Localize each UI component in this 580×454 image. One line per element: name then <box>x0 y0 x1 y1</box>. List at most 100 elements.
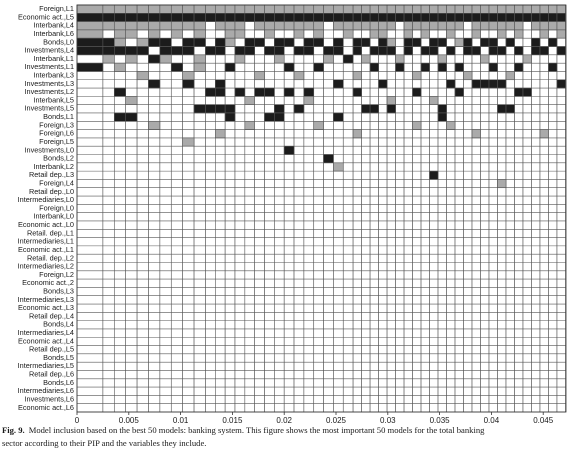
negative-cell <box>333 112 344 122</box>
positive-cell <box>505 21 515 31</box>
positive-cell <box>454 37 464 47</box>
positive-cell <box>403 21 413 31</box>
negative-cell <box>264 112 275 122</box>
x-tick-label: 0.045 <box>533 416 554 425</box>
positive-cell <box>113 21 126 31</box>
positive-cell <box>182 71 195 81</box>
positive-cell <box>514 4 524 14</box>
negative-cell <box>215 46 226 56</box>
negative-cell <box>148 54 161 64</box>
negative-cell <box>361 37 371 47</box>
negative-cell <box>293 46 305 56</box>
caption-label: Fig. 9. <box>2 425 25 435</box>
model-column <box>361 4 371 413</box>
x-tick-label: 0.03 <box>380 416 396 425</box>
negative-cell <box>244 13 255 22</box>
positive-cell <box>361 4 371 14</box>
positive-cell <box>303 4 315 14</box>
positive-cell <box>125 4 138 14</box>
positive-cell <box>293 29 305 39</box>
negative-cell <box>531 37 541 47</box>
negative-cell <box>420 62 430 72</box>
positive-cell <box>420 21 430 31</box>
negative-cell <box>454 62 464 72</box>
negative-cell <box>463 13 473 22</box>
negative-cell <box>437 13 447 22</box>
row-label: Economic act.,L4 <box>18 336 74 345</box>
model-column <box>254 4 265 413</box>
positive-cell <box>420 4 430 14</box>
row-label: Investments,L1 <box>25 62 74 71</box>
model-column <box>497 4 507 413</box>
negative-cell <box>352 13 362 22</box>
positive-cell <box>125 54 138 64</box>
negative-cell <box>313 62 324 72</box>
row-label: Bonds,L3 <box>43 286 74 295</box>
positive-cell <box>102 54 115 64</box>
negative-cell <box>303 37 315 47</box>
positive-cell <box>395 4 405 14</box>
positive-cell <box>136 71 149 81</box>
negative-cell <box>369 46 379 56</box>
negative-cell <box>113 13 126 22</box>
negative-cell <box>463 46 473 56</box>
negative-cell <box>313 13 324 22</box>
negative-cell <box>148 79 161 89</box>
caption-text: Model inclusion based on the best 50 mod… <box>29 425 485 435</box>
negative-cell <box>303 13 315 22</box>
positive-cell <box>76 21 104 31</box>
positive-cell <box>125 29 138 39</box>
positive-cell <box>395 54 405 64</box>
negative-cell <box>403 46 413 56</box>
negative-cell <box>205 87 216 97</box>
row-label: Bonds,L4 <box>43 320 74 329</box>
negative-cell <box>205 46 216 56</box>
model-column <box>76 4 104 413</box>
positive-cell <box>193 29 206 39</box>
positive-cell <box>378 21 388 31</box>
row-label: Economic act.,L0 <box>18 220 74 229</box>
positive-cell <box>136 21 149 31</box>
negative-cell <box>333 79 344 89</box>
negative-cell <box>274 46 285 56</box>
row-label: Intermediaries,L4 <box>18 328 74 337</box>
negative-cell <box>352 87 362 97</box>
negative-cell <box>76 37 104 47</box>
negative-cell <box>556 79 566 89</box>
negative-cell <box>412 87 422 97</box>
negative-cell <box>283 37 295 47</box>
model-column <box>333 4 344 413</box>
model-column <box>136 4 149 413</box>
positive-cell <box>539 129 549 139</box>
positive-cell <box>125 21 138 31</box>
positive-cell <box>274 4 285 14</box>
positive-cell <box>234 21 246 31</box>
caption-text: sector according to their PIP and the va… <box>2 438 206 448</box>
positive-cell <box>471 29 481 39</box>
positive-cell <box>446 4 456 14</box>
model-column <box>522 4 532 413</box>
positive-cell <box>293 71 305 81</box>
model-column <box>531 4 541 413</box>
positive-cell <box>352 21 362 31</box>
x-tick-label: 0.04 <box>484 416 500 425</box>
negative-cell <box>361 104 371 114</box>
positive-cell <box>182 21 195 31</box>
positive-cell <box>113 29 126 39</box>
negative-cell <box>548 62 558 72</box>
negative-cell <box>539 13 549 22</box>
positive-cell <box>113 4 126 14</box>
model-column <box>429 4 439 413</box>
negative-cell <box>531 13 541 22</box>
positive-cell <box>148 21 161 31</box>
positive-cell <box>471 129 481 139</box>
negative-cell <box>488 13 498 22</box>
positive-cell <box>234 29 246 39</box>
positive-cell <box>303 96 315 105</box>
model-column <box>342 4 354 413</box>
negative-cell <box>244 37 255 47</box>
negative-cell <box>412 37 422 47</box>
positive-cell <box>429 4 439 14</box>
model-column <box>274 4 285 413</box>
model-column <box>463 4 473 413</box>
